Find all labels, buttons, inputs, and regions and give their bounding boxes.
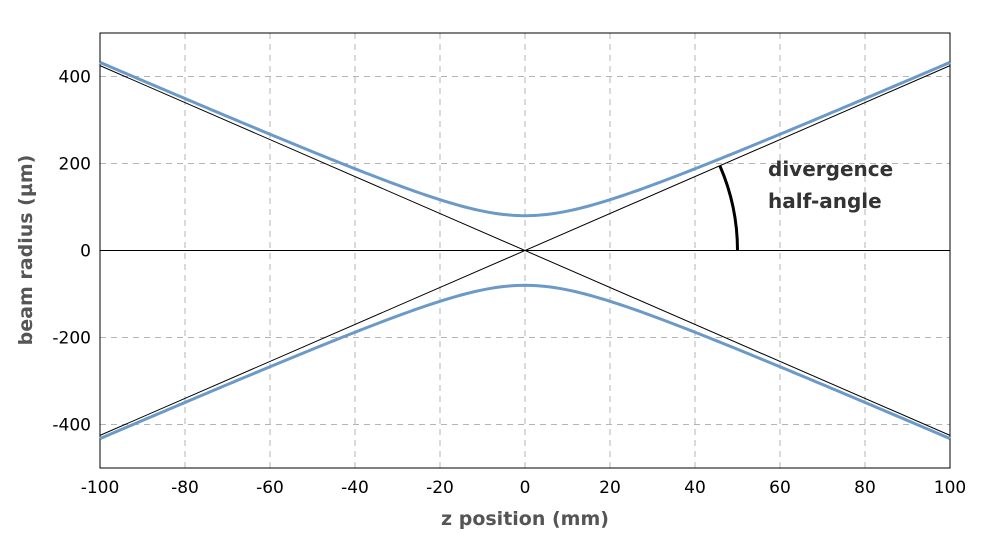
x-tick-label: 0 <box>520 478 531 498</box>
x-tick-label: 40 <box>684 478 706 498</box>
x-axis-title: z position (mm) <box>441 508 609 530</box>
x-tick-label: -20 <box>426 478 454 498</box>
x-tick-label: -60 <box>256 478 284 498</box>
x-tick-label: 60 <box>769 478 791 498</box>
y-tick-label: 400 <box>59 68 91 88</box>
y-axis-title: beam radius (µm) <box>15 155 37 346</box>
x-tick-label: -100 <box>81 478 120 498</box>
divergence-label-line: divergence <box>768 157 893 181</box>
reference-lines <box>99 65 951 436</box>
x-tick-label: 100 <box>934 478 966 498</box>
divergence-angle-arc <box>718 165 739 251</box>
x-tick-label: 20 <box>599 478 621 498</box>
y-tick-label: -400 <box>52 416 91 436</box>
tick-labels: -100 -80 -60 -40 -20 0 20 40 60 80 100-400-2000200… <box>52 68 966 499</box>
upper-beam-curve <box>99 60 951 218</box>
beam-profile <box>99 60 951 441</box>
divergence-label-line: half-angle <box>768 189 882 213</box>
y-tick-label: 0 <box>80 242 91 262</box>
x-tick-label: -40 <box>341 478 369 498</box>
annotation: divergence half-angle <box>718 157 893 251</box>
lower-beam-curve <box>99 283 951 441</box>
y-tick-label: 200 <box>59 155 91 175</box>
y-tick-label: -200 <box>52 329 91 349</box>
x-tick-label: -80 <box>171 478 199 498</box>
x-tick-label: 80 <box>854 478 876 498</box>
